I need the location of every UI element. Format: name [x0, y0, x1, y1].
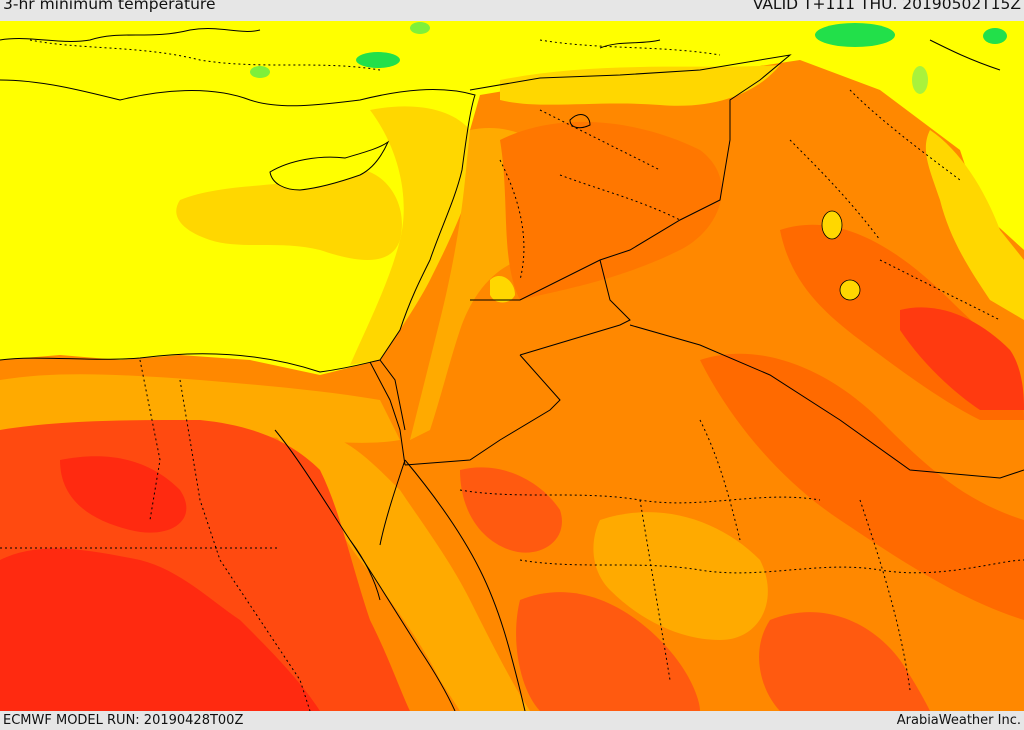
temp-zone-orange-saudi [593, 512, 768, 640]
temperature-map [0, 21, 1024, 711]
temp-zone-green-4 [983, 28, 1007, 44]
footer-bar: ECMWF MODEL RUN: 20190428T00Z ArabiaWeat… [0, 711, 1024, 729]
temp-zone-gold-north [500, 65, 780, 106]
country-borders [369, 54, 1024, 479]
temp-zone-redorange-saudi-1 [516, 592, 700, 711]
cyprus-island [269, 140, 390, 191]
temp-zone-green-3 [815, 23, 895, 47]
temp-zone-redorange-saudi-3 [460, 467, 562, 553]
temp-zone-green-6 [912, 66, 928, 94]
model-run-label: ECMWF MODEL RUN: 20190428T00Z [3, 713, 244, 728]
temp-zone-green-1 [356, 52, 400, 68]
header-bar: 3-hr minimum temperature VALID T+111 THU… [0, 0, 1024, 21]
temp-zone-redorange-saudi-2 [759, 612, 930, 711]
temp-zone-gold-iran [925, 130, 1024, 320]
temp-zone-green-2 [250, 66, 270, 78]
temp-zone-gold-coast [350, 106, 480, 366]
lake-razzaza [839, 279, 861, 301]
north-coastline [0, 28, 1001, 129]
temp-zone-red-iraq [900, 307, 1024, 410]
temp-zone-red-egypt [0, 548, 320, 711]
lake-tharthar [821, 210, 843, 240]
temp-zone-green-5 [410, 22, 430, 34]
temp-zone-orange-central [500, 121, 722, 301]
temp-zone-red-sea [270, 425, 530, 711]
valid-time: VALID T+111 THU. 20190502T15Z [752, 0, 1021, 13]
temp-zone-gold-med [176, 168, 402, 260]
coastlines [0, 79, 526, 711]
temp-zone-gold-spot [490, 275, 515, 303]
temp-zone-red-egypt-2 [60, 456, 187, 533]
provider-label: ArabiaWeather Inc. [896, 713, 1021, 728]
map-title: 3-hr minimum temperature [3, 0, 216, 13]
temp-zone-orange-east [700, 353, 1024, 620]
province-borders [0, 39, 1024, 711]
